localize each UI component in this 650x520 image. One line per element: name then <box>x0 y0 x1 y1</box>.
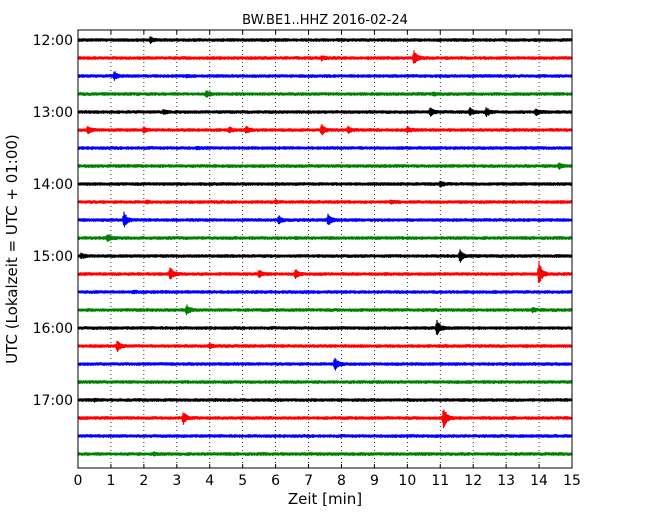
x-tick-label: 9 <box>370 473 379 489</box>
grid-lines <box>110 30 540 468</box>
y-axis: 12:00 13:00 14:00 15:00 16:00 17:00 <box>33 33 572 409</box>
x-tick-label: 6 <box>271 473 280 489</box>
x-tick-label: 11 <box>431 473 449 489</box>
chart-title: BW.BE1..HHZ 2016-02-24 <box>242 13 408 28</box>
trace-1215 <box>77 50 573 64</box>
x-tick-label: 14 <box>530 473 548 489</box>
y-tick-label: 15:00 <box>33 249 73 265</box>
trace-group <box>77 36 573 457</box>
y-tick-label: 17:00 <box>33 393 73 409</box>
x-tick-label: 7 <box>304 473 313 489</box>
y-tick-label: 12:00 <box>33 33 73 49</box>
x-tick-label: 0 <box>74 473 83 489</box>
x-tick-label: 12 <box>464 473 482 489</box>
trace-1515 <box>77 260 573 283</box>
y-tick-label: 13:00 <box>33 105 73 121</box>
x-tick-label: 10 <box>398 473 416 489</box>
plot-frame <box>77 29 573 469</box>
y-tick-label: 16:00 <box>33 321 73 337</box>
x-tick-label: 4 <box>205 473 214 489</box>
x-tick-label: 2 <box>139 473 148 489</box>
y-tick-label: 14:00 <box>33 177 73 193</box>
x-tick-label: 5 <box>238 473 247 489</box>
x-axis-label: Zeit [min] <box>288 490 362 508</box>
y-axis-label: UTC (Lokalzeit = UTC + 01:00) <box>3 134 21 364</box>
x-axis: 0 1 2 3 4 5 6 7 8 9 10 11 12 13 14 15 <box>74 30 581 489</box>
x-tick-label: 1 <box>106 473 115 489</box>
trace-1715 <box>77 409 573 429</box>
x-tick-label: 13 <box>497 473 515 489</box>
x-tick-label: 15 <box>563 473 581 489</box>
x-tick-label: 3 <box>172 473 181 489</box>
x-tick-label: 8 <box>337 473 346 489</box>
